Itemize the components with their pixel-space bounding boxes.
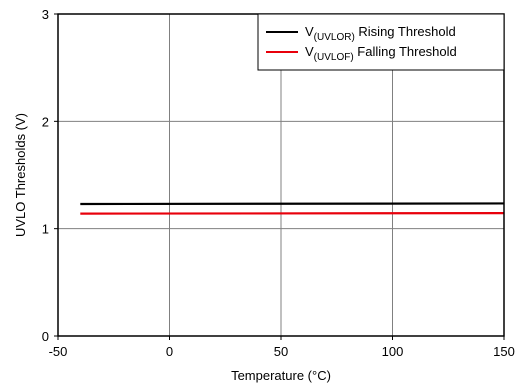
series-line-falling bbox=[80, 212, 505, 215]
series-line-rising bbox=[80, 202, 505, 206]
legend-label-falling-sub: (UVLOF) bbox=[314, 52, 354, 63]
legend-label-rising: V(UVLOR) Rising Threshold bbox=[305, 24, 456, 43]
x-tick-label: -50 bbox=[49, 344, 68, 359]
y-tick-label: 1 bbox=[42, 222, 49, 237]
legend-label-falling-rest: Falling Threshold bbox=[354, 44, 457, 59]
x-tick-label: 100 bbox=[382, 344, 404, 359]
x-tick-label: 150 bbox=[493, 344, 515, 359]
y-tick-label: 0 bbox=[42, 329, 49, 344]
legend-label-falling-main: V bbox=[305, 44, 314, 59]
legend-label-falling: V(UVLOF) Falling Threshold bbox=[305, 44, 457, 63]
y-axis-label: UVLO Thresholds (V) bbox=[13, 113, 28, 237]
x-tick-label: 0 bbox=[166, 344, 173, 359]
y-tick-label: 3 bbox=[42, 7, 49, 22]
x-tick-label: 50 bbox=[274, 344, 288, 359]
legend-label-rising-main: V bbox=[305, 24, 314, 39]
legend: V(UVLOR) Rising Threshold V(UVLOF) Falli… bbox=[257, 13, 505, 71]
legend-box bbox=[257, 13, 505, 71]
legend-label-rising-sub: (UVLOR) bbox=[314, 32, 355, 43]
legend-label-rising-rest: Rising Threshold bbox=[355, 24, 456, 39]
x-axis-label: Temperature (°C) bbox=[231, 368, 331, 383]
y-tick-label: 2 bbox=[42, 114, 49, 129]
series-layer bbox=[80, 202, 505, 215]
